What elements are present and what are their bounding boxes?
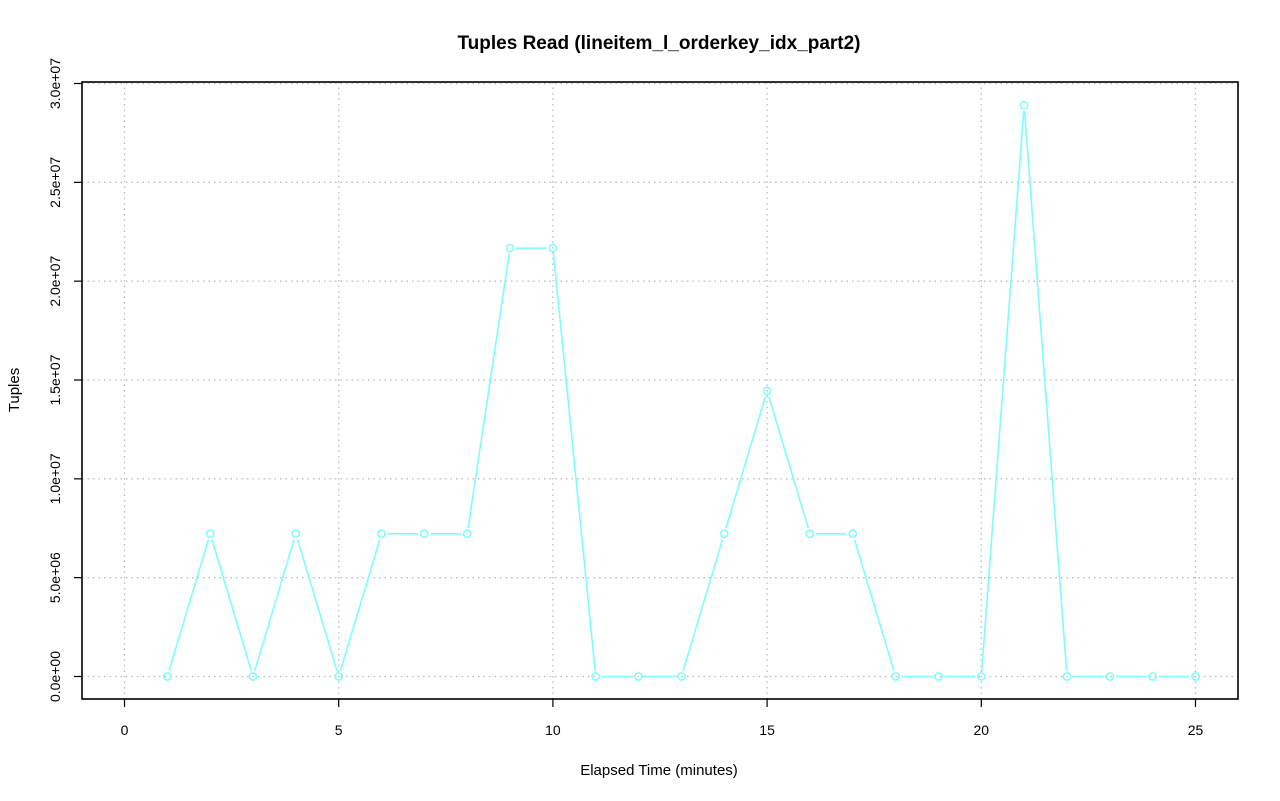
data-point	[805, 529, 815, 539]
x-axis-label: Elapsed Time (minutes)	[580, 762, 738, 779]
data-point	[976, 672, 986, 681]
y-tick-label: 2.5e+07	[47, 157, 63, 208]
data-point	[334, 672, 344, 681]
x-tick-label: 25	[1188, 722, 1204, 738]
data-point	[1019, 100, 1029, 110]
series-layer	[162, 100, 1200, 681]
data-point	[548, 243, 558, 253]
x-tick-label: 20	[974, 722, 990, 738]
series-line-segment	[211, 539, 253, 671]
series-line-segment	[467, 253, 510, 528]
y-tick-label: 2.0e+07	[47, 255, 63, 306]
plot-frame	[81, 81, 1239, 700]
data-point	[205, 529, 215, 539]
series-0	[162, 100, 1200, 681]
data-point	[162, 672, 172, 681]
x-tick-label: 0	[121, 722, 129, 738]
chart-title: Tuples Read (lineitem_l_orderkey_idx_par…	[457, 33, 860, 54]
y-tick-label: 0.0e+00	[47, 651, 63, 702]
data-point	[891, 672, 901, 681]
y-tick-label: 1.0e+07	[47, 453, 63, 504]
y-tick-label: 1.5e+07	[47, 354, 63, 405]
x-tick-label: 10	[545, 722, 561, 738]
series-line-segment	[552, 254, 596, 671]
data-point	[1105, 672, 1115, 681]
grid	[82, 82, 1238, 699]
series-line-segment	[768, 396, 809, 529]
data-point	[291, 529, 301, 539]
y-axis: 0.0e+00 5.0e+06 1.0e+07 1.5e+07 2.0e+07 2.5e+…	[47, 58, 82, 702]
series-line-segment	[725, 396, 767, 529]
data-point	[377, 529, 386, 539]
series-line-segment	[980, 111, 1025, 671]
series-line-segment	[1023, 111, 1068, 671]
y-axis-label: Tuples	[6, 368, 23, 412]
data-point	[1062, 672, 1072, 681]
data-point	[505, 243, 515, 253]
series-line-segment	[296, 539, 338, 671]
data-point	[1191, 672, 1200, 681]
x-axis: 0 5 10 15 20 25	[121, 699, 1204, 738]
y-tick-label: 5.0e+06	[47, 552, 63, 603]
data-point	[719, 529, 729, 539]
data-point	[591, 672, 601, 681]
series-line-segment	[168, 539, 210, 671]
x-tick-label: 15	[759, 722, 775, 738]
data-point	[1148, 672, 1158, 681]
data-point	[762, 386, 772, 396]
data-point	[634, 672, 643, 681]
data-point	[419, 529, 429, 539]
data-point	[848, 529, 858, 539]
data-point	[677, 672, 686, 681]
series-line-segment	[253, 539, 295, 671]
series-line-segment	[682, 539, 724, 671]
data-point	[934, 672, 943, 681]
series-line-segment	[339, 539, 381, 671]
data-point	[462, 529, 472, 539]
data-point	[248, 672, 258, 681]
x-tick-label: 5	[335, 722, 343, 738]
y-tick-label: 3.0e+07	[47, 58, 63, 109]
series-line-segment	[853, 539, 895, 671]
